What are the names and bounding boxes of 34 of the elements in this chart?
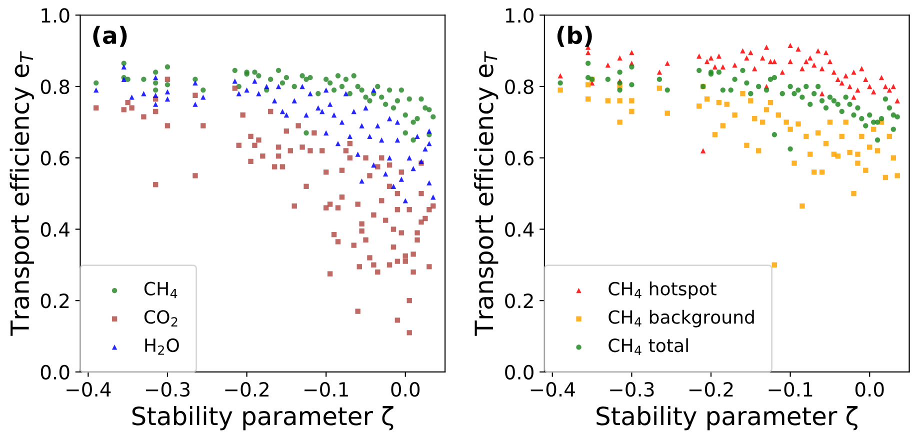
y-tick-label: 0.4 bbox=[40, 222, 70, 237]
y-axis-title: Transport efficiency e$_{T}$ bbox=[474, 51, 498, 336]
annotation: (a) bbox=[93, 26, 127, 47]
y-tick-label: 0.6 bbox=[40, 150, 70, 166]
x-tick-label: −0.1 bbox=[304, 382, 348, 397]
y-tick-label: 0.2 bbox=[40, 294, 69, 308]
legend-label: CH$_{4}$ background bbox=[608, 310, 754, 328]
x-tick-label: 0.0 bbox=[391, 382, 420, 397]
y-axis-title: Transport efficiency e$_{T}$ bbox=[10, 51, 34, 336]
x-axis-title: Stability parameter ζ bbox=[596, 406, 858, 430]
y-tick-label: 0.0 bbox=[505, 364, 534, 380]
x-tick-label: −0.4 bbox=[530, 382, 575, 397]
y-tick-label: 0.6 bbox=[505, 150, 534, 166]
x-tick-label: −0.1 bbox=[768, 382, 812, 397]
legend-label: H$_{2}$O bbox=[145, 338, 179, 355]
y-tick-label: 1.0 bbox=[506, 8, 534, 23]
legend-label: CH$_{4}$ total bbox=[608, 338, 688, 355]
y-tick-label: 0.8 bbox=[40, 79, 70, 94]
y-tick-label: 0.2 bbox=[505, 294, 533, 308]
y-tick-label: 1.0 bbox=[42, 8, 70, 23]
y-tick-label: 0.4 bbox=[505, 222, 534, 237]
legend-label: CH$_{4}$ hotspot bbox=[608, 282, 716, 300]
x-tick-label: −0.2 bbox=[225, 382, 268, 397]
y-tick-label: 0.8 bbox=[505, 79, 534, 94]
x-tick-label: −0.3 bbox=[610, 382, 654, 397]
x-tick-label: −0.4 bbox=[66, 382, 111, 397]
x-tick-label: −0.2 bbox=[689, 382, 733, 397]
x-axis-title: Stability parameter ζ bbox=[132, 406, 394, 430]
legend-label: CO$_{2}$ bbox=[144, 310, 178, 326]
legend-label: CH$_{4}$ bbox=[144, 282, 178, 298]
x-tick-label: 0.0 bbox=[855, 382, 884, 397]
annotation: (b) bbox=[557, 26, 592, 47]
x-tick-label: −0.3 bbox=[146, 382, 190, 397]
y-tick-label: 0.0 bbox=[40, 364, 70, 380]
